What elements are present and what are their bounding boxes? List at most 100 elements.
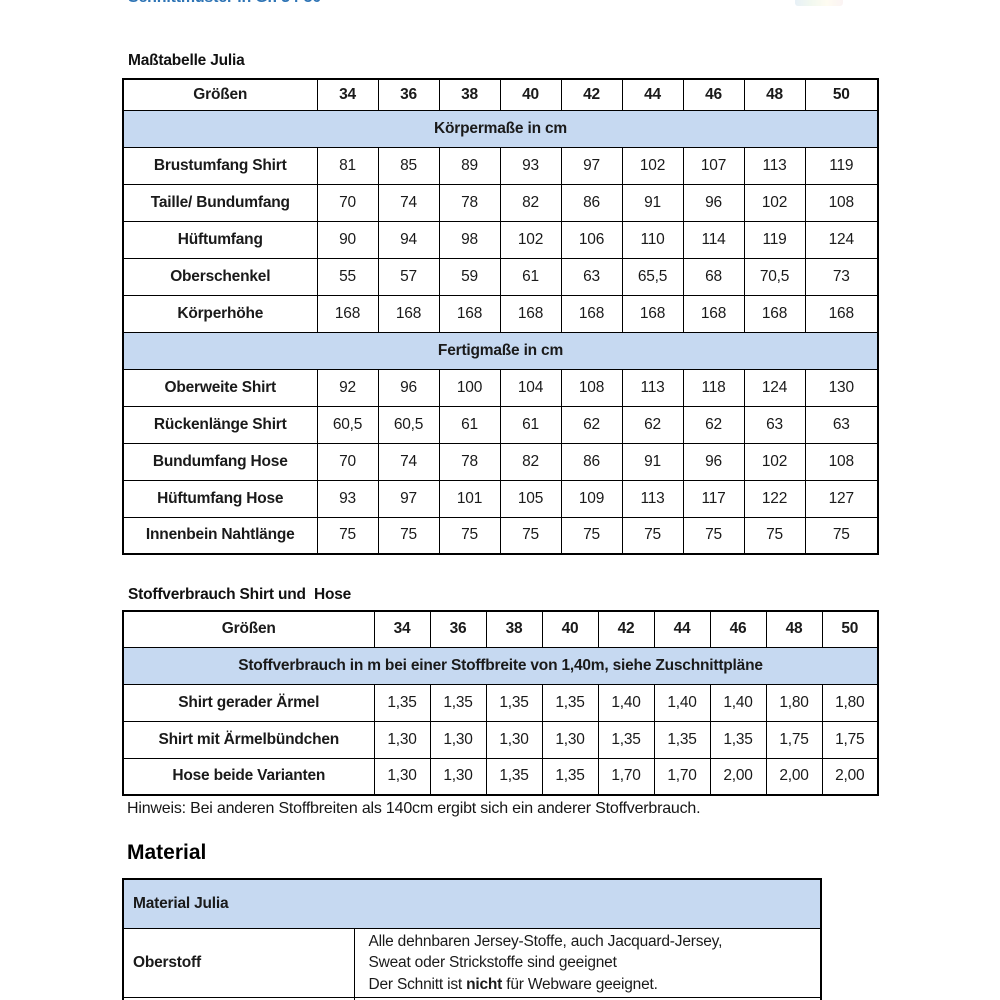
value-cell: 122: [743, 479, 806, 518]
value-cell: 63: [743, 405, 806, 444]
value-cell: 118: [682, 368, 745, 407]
cropped-page-title: Schnittmuster in Gr. 34-50: [128, 0, 321, 7]
sizes-header-row: Größen 34 36 38 40 42 44 46 48 50: [122, 610, 879, 648]
row-label: Shirt gerader Ärmel: [122, 683, 375, 722]
value-cell: 75: [804, 516, 879, 555]
row-label: Oberweite Shirt: [122, 368, 318, 407]
value-cell: 74: [377, 183, 440, 222]
material-row-description: Alle dehnbaren Jersey-Stoffe, auch Jacqu…: [353, 927, 822, 998]
value-cell: 62: [560, 405, 623, 444]
value-cell: 168: [316, 294, 379, 333]
section-band-row: Stoffverbrauch in m bei einer Stoffbreit…: [122, 646, 879, 685]
hinweis-note: Hinweis: Bei anderen Stoffbreiten als 14…: [127, 800, 701, 817]
value-cell: 75: [438, 516, 501, 555]
material-table-title: Material Julia: [122, 878, 822, 929]
material-oberstoff-row: Oberstoff Alle dehnbaren Jersey-Stoffe, …: [122, 927, 822, 998]
value-cell: 168: [499, 294, 562, 333]
size-column-header: 42: [560, 78, 623, 111]
value-cell: 119: [804, 146, 879, 185]
value-cell: 102: [621, 146, 684, 185]
value-cell: 108: [560, 368, 623, 407]
value-cell: 117: [682, 479, 745, 518]
value-cell: 124: [743, 368, 806, 407]
value-cell: 1,30: [485, 720, 543, 759]
value-cell: 61: [499, 257, 562, 296]
value-cell: 63: [804, 405, 879, 444]
value-cell: 59: [438, 257, 501, 296]
size-column-header: 44: [653, 610, 711, 648]
measurement-row: Oberweite Shirt 92 96 100 104 108 113 118 124 130: [122, 368, 879, 407]
value-cell: 1,35: [373, 683, 431, 722]
value-cell: 90: [316, 220, 379, 259]
value-cell: 78: [438, 442, 501, 481]
value-cell: 113: [621, 368, 684, 407]
value-cell: 1,70: [597, 757, 655, 796]
value-cell: 78: [438, 183, 501, 222]
size-column-header: 46: [682, 78, 745, 111]
description-line-end: für Webware geeignet.: [502, 975, 658, 993]
size-column-header: 40: [499, 78, 562, 111]
material-table: Material Julia Oberstoff Alle dehnbaren …: [122, 878, 822, 1000]
value-cell: 114: [682, 220, 745, 259]
measurement-row: Hüftumfang 90 94 98 102 106 110 114 119 124: [122, 220, 879, 259]
value-cell: 168: [743, 294, 806, 333]
description-line: Der Schnitt ist: [368, 975, 467, 993]
value-cell: 1,40: [653, 683, 711, 722]
value-cell: 1,35: [541, 757, 599, 796]
cropped-logo: [795, 0, 843, 6]
value-cell: 93: [499, 146, 562, 185]
measurement-row: Oberschenkel 55 57 59 61 63 65,5 68 70,5 73: [122, 257, 879, 296]
value-cell: 109: [560, 479, 623, 518]
size-column-header: 36: [429, 610, 487, 648]
value-cell: 94: [377, 220, 440, 259]
value-cell: 105: [499, 479, 562, 518]
size-column-header: 38: [485, 610, 543, 648]
measurement-row: Hüftumfang Hose 93 97 101 105 109 113 117 122 127: [122, 479, 879, 518]
value-cell: 1,70: [653, 757, 711, 796]
value-cell: 75: [621, 516, 684, 555]
value-cell: 70: [316, 183, 379, 222]
value-cell: 91: [621, 442, 684, 481]
section-band: Körpermaße in cm: [122, 109, 879, 148]
value-cell: 1,75: [821, 720, 879, 759]
size-column-header: 46: [709, 610, 767, 648]
value-cell: 2,00: [765, 757, 823, 796]
value-cell: 124: [804, 220, 879, 259]
row-label: Rückenlänge Shirt: [122, 405, 318, 444]
value-cell: 75: [560, 516, 623, 555]
sizes-header-cell: Größen: [122, 610, 375, 648]
value-cell: 75: [316, 516, 379, 555]
value-cell: 104: [499, 368, 562, 407]
value-cell: 75: [377, 516, 440, 555]
value-cell: 96: [682, 442, 745, 481]
row-label: Taille/ Bundumfang: [122, 183, 318, 222]
value-cell: 65,5: [621, 257, 684, 296]
value-cell: 100: [438, 368, 501, 407]
size-column-header: 50: [804, 78, 879, 111]
size-column-header: 42: [597, 610, 655, 648]
value-cell: 93: [316, 479, 379, 518]
value-cell: 1,30: [373, 720, 431, 759]
value-cell: 81: [316, 146, 379, 185]
value-cell: 97: [377, 479, 440, 518]
description-bold-word: nicht: [466, 975, 503, 993]
size-column-header: 34: [373, 610, 431, 648]
value-cell: 1,30: [429, 720, 487, 759]
value-cell: 82: [499, 442, 562, 481]
value-cell: 102: [499, 220, 562, 259]
value-cell: 1,30: [373, 757, 431, 796]
value-cell: 1,35: [541, 683, 599, 722]
value-cell: 107: [682, 146, 745, 185]
value-cell: 75: [743, 516, 806, 555]
value-cell: 102: [743, 442, 806, 481]
value-cell: 1,35: [597, 720, 655, 759]
value-cell: 70: [316, 442, 379, 481]
masstabelle-table: Größen 34 36 38 40 42 44 46 48 50 Körpermaße in cm…: [122, 78, 879, 555]
value-cell: 60,5: [316, 405, 379, 444]
value-cell: 108: [804, 183, 879, 222]
size-column-header: 36: [377, 78, 440, 111]
size-column-header: 50: [821, 610, 879, 648]
value-cell: 57: [377, 257, 440, 296]
value-cell: 119: [743, 220, 806, 259]
measurement-row: Körperhöhe 168 168 168 168 168 168 168 168 168: [122, 294, 879, 333]
